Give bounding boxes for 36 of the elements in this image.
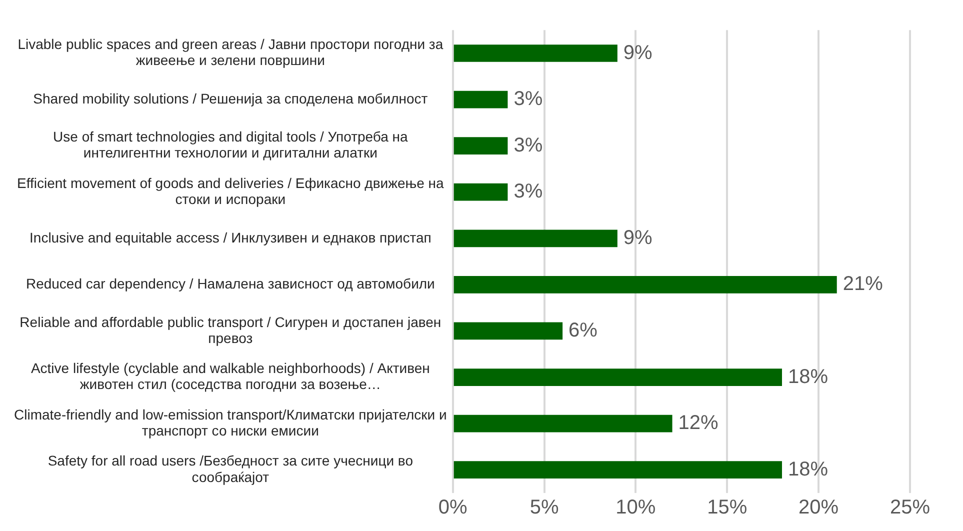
bar	[454, 230, 618, 248]
bar	[454, 276, 837, 294]
y-tick-label: Use of smart technologies and digital tools / Употреба на интелигентни технологии и дигитални алатки	[53, 128, 408, 161]
data-label: 3%	[514, 180, 543, 203]
bar	[454, 183, 508, 201]
y-tick-label: Inclusive and equitable access / Инклузивен и еднаков пристап	[30, 229, 432, 246]
y-tick-label: Reduced car dependency / Намалена зависност од автомобили	[26, 276, 435, 292]
data-label: 3%	[514, 134, 543, 156]
x-tick-label: 15%	[707, 496, 748, 519]
y-tick-label: Livable public spaces and green areas / Јавни простори погодни за живеење и зелени површини	[18, 36, 444, 68]
data-label: 18%	[788, 458, 828, 480]
data-label: 18%	[788, 366, 828, 388]
x-tick-label: 5%	[530, 496, 559, 519]
x-tick-label: 10%	[616, 496, 656, 519]
y-tick-label: Shared mobility solutions / Решенија за споделена мобилност	[33, 90, 428, 106]
data-label: 3%	[514, 88, 543, 110]
bar	[454, 414, 672, 432]
bar	[454, 90, 508, 108]
data-label: 12%	[678, 412, 719, 434]
data-label: 9%	[623, 42, 653, 64]
bar	[454, 137, 508, 155]
y-tick-label: Active lifestyle (cyclable and walkable neighborhoods) / Активен животен стил (соседства погодни за возење…	[30, 360, 430, 392]
y-tick-label: Safety for all road users /Безбедност за сите учесници во сообраќајот	[48, 452, 414, 485]
y-tick-label: Efficient movement of goods and deliveries / Ефикасно движење на стоки и испораки	[17, 174, 444, 208]
data-label: 21%	[842, 273, 884, 296]
bar	[454, 44, 618, 62]
x-tick-label: 0%	[438, 496, 468, 519]
x-tick-label: 20%	[798, 496, 839, 519]
y-tick-label: Reliable and affordable public transport / Сигурен и достапен јавен превоз	[20, 314, 442, 346]
data-label: 9%	[623, 226, 653, 249]
x-tick-label: 25%	[890, 496, 930, 519]
data-label: 6%	[568, 320, 598, 342]
bar	[454, 461, 782, 479]
bar	[454, 368, 782, 386]
bar	[454, 322, 563, 340]
y-tick-label: Climate-friendly and low-emission transport/Климатски пријателски и транспорт со ниски емисии	[14, 406, 447, 438]
